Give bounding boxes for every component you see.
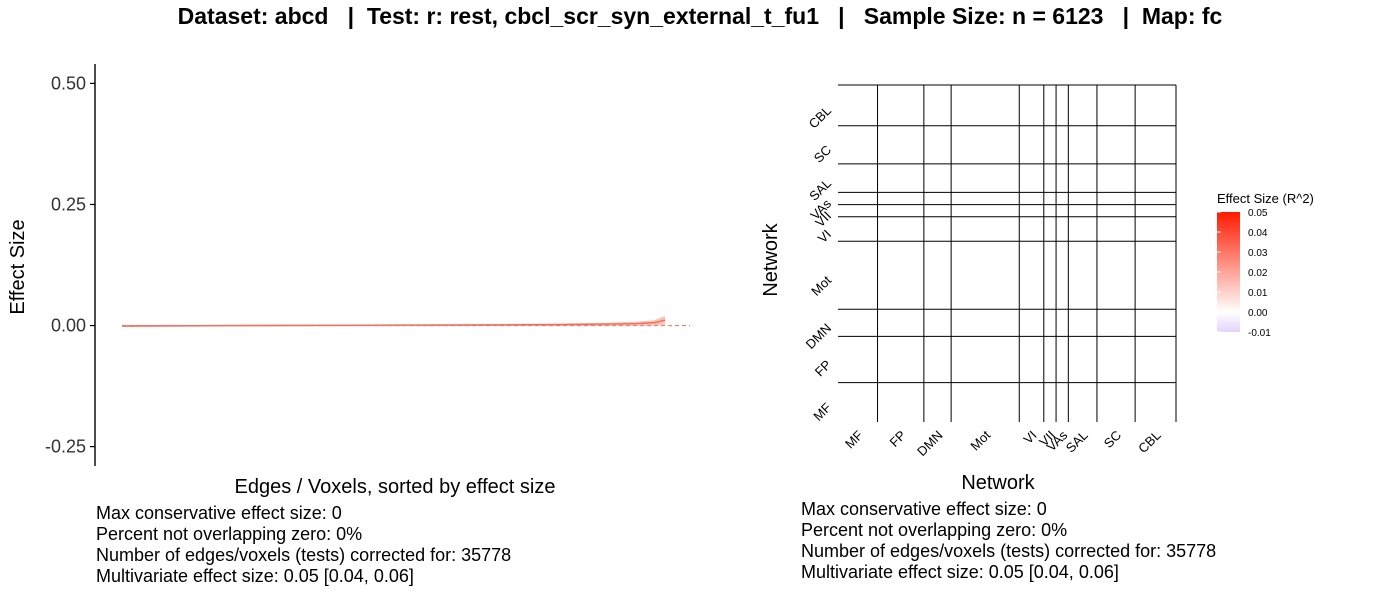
legend-tick-label: 0.02: [1248, 268, 1268, 279]
stat-percent-nonzero: Percent not overlapping zero: 0%: [801, 520, 1068, 540]
stat-tests-corrected: Number of edges/voxels (tests) corrected…: [801, 541, 1217, 561]
y-axis: -0.25 0.00 0.25 0.50: [45, 64, 96, 466]
y-tick-label-vi: VI: [815, 227, 834, 246]
stat-max-conservative: Max conservative effect size: 0: [801, 499, 1047, 519]
stats-left: Max conservative effect size: 0 Percent …: [96, 503, 511, 587]
effect-size-line: [121, 319, 666, 327]
stat-tests-corrected: Number of edges/voxels (tests) corrected…: [96, 545, 512, 565]
x-tick-label-fp: FP: [886, 428, 908, 450]
legend-tick-label: 0.00: [1248, 308, 1268, 319]
x-tick-label-dmn: DMN: [914, 428, 946, 460]
legend-title: Effect Size (R^2): [1217, 191, 1314, 206]
x-tick-label-mf: MF: [842, 427, 866, 451]
y-tick-label: -0.25: [45, 437, 86, 457]
effect-size-line-chart: -0.25 0.00 0.25 0.50 Effect Size Edges / Vo…: [7, 64, 690, 498]
legend-tick-label: 0.01: [1248, 288, 1268, 299]
heatmap-grid: [838, 84, 1177, 422]
color-legend: Effect Size (R^2) 0.05 0.04 0.03 0.02 0.01 0.…: [1217, 191, 1314, 339]
stat-multivariate: Multivariate effect size: 0.05 [0.04, 0.…: [96, 566, 414, 586]
y-tick-label-cbl: CBL: [806, 103, 834, 131]
y-tick-label: 0.50: [51, 73, 86, 93]
stats-right: Max conservative effect size: 0 Percent …: [801, 499, 1216, 583]
x-axis-label: Edges / Voxels, sorted by effect size: [235, 476, 556, 498]
y-tick-label-sal: SAL: [806, 176, 834, 204]
y-tick-label-mf: MF: [810, 400, 834, 424]
y-axis-label: Network: [760, 222, 782, 296]
legend-tick-label: 0.05: [1248, 208, 1268, 219]
effect-lines-group: [121, 319, 690, 327]
legend-colorbar: [1217, 212, 1240, 332]
y-tick-label: 0.25: [51, 194, 86, 214]
y-tick-label: 0.00: [51, 316, 86, 336]
stat-percent-nonzero: Percent not overlapping zero: 0%: [96, 524, 363, 544]
y-tick-label-mot: Mot: [808, 272, 834, 298]
stat-multivariate: Multivariate effect size: 0.05 [0.04, 0.…: [801, 562, 1119, 582]
legend-tick-label: 0.03: [1248, 248, 1268, 259]
x-tick-label-sal: SAL: [1063, 428, 1091, 456]
x-tick-label-mot: Mot: [967, 427, 993, 453]
x-axis-label: Network: [961, 472, 1035, 494]
legend-tick-label: 0.04: [1248, 228, 1268, 239]
y-tick-label-dmn: DMN: [803, 320, 835, 352]
x-tick-label-cbl: CBL: [1135, 428, 1163, 456]
y-tick-label-sc: SC: [811, 142, 834, 165]
y-axis-label: Effect Size: [7, 219, 29, 314]
y-tick-label-fp: FP: [812, 357, 834, 379]
page-title: Dataset: abcd | Test: r: rest, cbcl_scr_…: [177, 3, 1223, 29]
legend-tick-label: -0.01: [1248, 328, 1271, 339]
stat-max-conservative: Max conservative effect size: 0: [96, 503, 342, 523]
x-tick-label-sc: SC: [1101, 428, 1124, 451]
